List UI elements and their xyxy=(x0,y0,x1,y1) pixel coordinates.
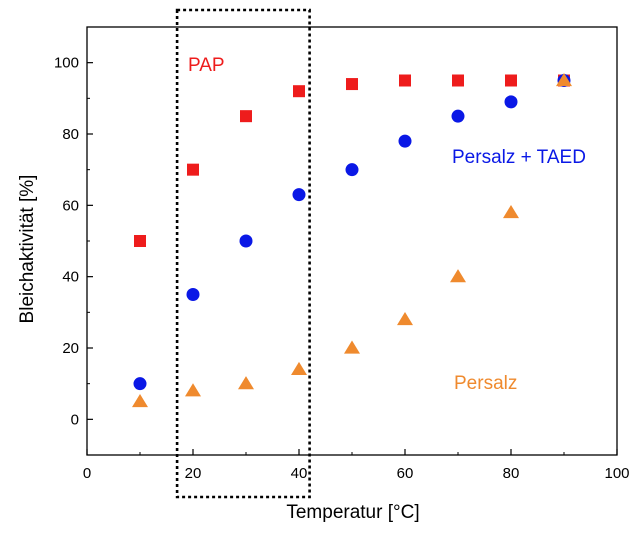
y-tick-label: 80 xyxy=(62,126,79,143)
y-tick-label: 20 xyxy=(62,340,79,357)
data-point-pap xyxy=(399,74,411,87)
data-point-persalz-taed xyxy=(133,377,147,391)
data-point-persalz-taed xyxy=(451,109,465,123)
data-point-persalz xyxy=(238,376,254,390)
x-axis: 0 20 40 60 80 100 xyxy=(83,449,630,482)
data-point-persalz xyxy=(185,383,201,397)
x-tick-label: 40 xyxy=(291,465,308,482)
data-point-pap xyxy=(452,74,464,87)
y-tick-label: 100 xyxy=(54,55,79,72)
series-label-persalz-taed: Persalz + TAED xyxy=(452,147,586,168)
x-tick-label: 20 xyxy=(185,465,202,482)
y-tick-label: 60 xyxy=(62,197,79,214)
x-tick-label: 80 xyxy=(503,465,520,482)
data-point-persalz xyxy=(450,269,466,283)
data-point-persalz xyxy=(344,340,360,354)
x-tick-label: 0 xyxy=(83,465,91,482)
y-tick-label: 40 xyxy=(62,269,79,286)
x-tick-label: 60 xyxy=(397,465,414,482)
data-point-pap xyxy=(505,74,517,87)
y-axis: 0 20 40 60 80 100 xyxy=(54,26,93,456)
x-tick-label: 100 xyxy=(604,465,629,482)
data-point-pap xyxy=(134,235,146,247)
data-point-persalz-taed xyxy=(186,288,200,301)
data-marks xyxy=(132,73,572,408)
y-axis-title: Bleichaktivität [%] xyxy=(17,175,38,324)
data-point-persalz xyxy=(132,394,148,408)
y-tick-label: 0 xyxy=(71,411,79,428)
data-point-persalz xyxy=(291,361,307,376)
data-point-pap xyxy=(346,78,358,91)
data-point-persalz xyxy=(556,73,572,87)
data-point-persalz xyxy=(503,204,519,219)
series-label-pap: PAP xyxy=(188,55,225,76)
data-point-pap xyxy=(293,85,305,98)
data-point-persalz-taed xyxy=(504,95,518,109)
data-point-pap xyxy=(240,110,252,123)
data-point-persalz-taed xyxy=(398,134,412,148)
data-point-persalz-taed xyxy=(292,188,306,202)
plot-frame xyxy=(86,26,618,456)
data-point-persalz-taed xyxy=(345,163,359,177)
x-axis-title: Temperatur [°C] xyxy=(286,502,419,523)
highlight-box xyxy=(175,8,311,499)
data-point-persalz xyxy=(397,311,413,326)
data-point-persalz-taed xyxy=(239,234,253,248)
series-label-persalz: Persalz xyxy=(454,373,517,394)
data-point-pap xyxy=(187,163,199,176)
